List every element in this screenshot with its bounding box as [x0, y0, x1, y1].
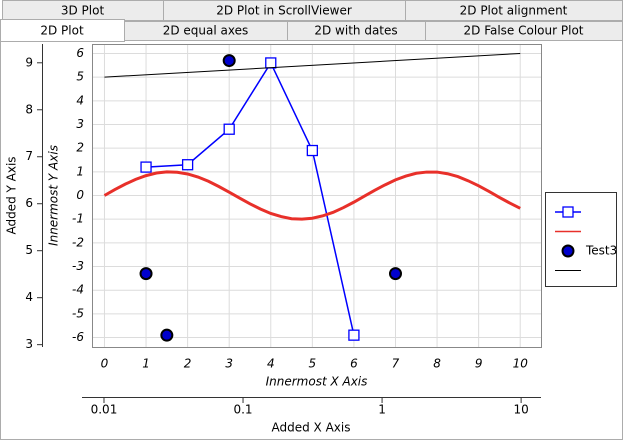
marker [139, 267, 153, 281]
added-y-tick-label: 4 [25, 290, 33, 304]
x-tick-label: 2 [184, 357, 192, 371]
tab-strip: 3D Plot 2D Plot in ScrollViewer 2D Plot al… [0, 0, 623, 42]
added-x-tick-label: 1 [378, 403, 386, 417]
y-tick-label: -3 [72, 259, 84, 273]
tab-label[interactable]: 2D with dates [314, 24, 397, 38]
x-tick-label: 0 [101, 357, 109, 371]
y-axis-title: Innermost Y Axis [47, 145, 61, 246]
legend-marker [561, 244, 575, 258]
y-tick-label: -6 [72, 330, 84, 344]
tab[interactable] [405, 0, 623, 21]
marker [222, 54, 236, 68]
y-tick-label: -1 [72, 212, 84, 226]
added-x-tick-label: 10 [513, 403, 528, 417]
legend-label: Test3 [585, 244, 617, 258]
marker [181, 159, 194, 171]
y-tick-label: 1 [76, 164, 84, 178]
y-tick-label: 4 [76, 93, 84, 107]
x-axis-title: Innermost X Axis [266, 375, 368, 389]
tab-label[interactable]: 2D Plot alignment [460, 4, 568, 18]
y-tick-label: -2 [72, 235, 84, 249]
marker [265, 57, 277, 69]
added-x-tick-label: 0.1 [233, 403, 252, 417]
marker [223, 123, 235, 135]
plot: 0 1 2 3 4 5 6 7 8 9 10 -6 -5 -4 -3 -2 -1 0 1 2 3 4 5 6 Innermost… [5, 44, 617, 435]
x-tick-label: 8 [433, 357, 441, 371]
added-y-tick-label: 8 [25, 102, 33, 116]
added-x-tick-label: 0.01 [91, 403, 118, 417]
x-tick-label: 5 [309, 357, 317, 371]
y-tick-label: 6 [76, 46, 84, 60]
tab-label[interactable]: 2D Plot in ScrollViewer [216, 4, 352, 18]
added-y-tick-label: 6 [25, 196, 33, 210]
y-tick-label: -4 [72, 283, 84, 297]
added-y-tick-label: 7 [25, 149, 33, 163]
tab-label[interactable]: 2D False Colour Plot [464, 24, 584, 38]
marker [348, 329, 360, 341]
series-line [146, 61, 355, 336]
series-line [104, 52, 521, 78]
marker [160, 328, 174, 342]
series-line [103, 170, 521, 221]
marker [388, 267, 402, 281]
legend-box [545, 192, 617, 287]
tab-label[interactable]: 2D Plot [40, 24, 84, 38]
y-tick-label: 0 [76, 188, 84, 202]
added-y-tick-label: 9 [25, 55, 33, 69]
marker [140, 161, 152, 173]
marker [306, 144, 318, 157]
y-tick-label: 2 [76, 141, 84, 155]
tab-label[interactable]: 3D Plot [61, 4, 105, 18]
y-tick-label: 3 [76, 117, 84, 131]
x-tick-label: 4 [267, 357, 275, 371]
added-x-axis-title: Added X Axis [272, 421, 351, 435]
added-y-tick-label: 3 [25, 337, 33, 351]
x-tick-label: 9 [475, 357, 483, 371]
y-tick-label: 5 [76, 70, 84, 84]
tab-label[interactable]: 2D equal axes [163, 24, 249, 38]
x-tick-label: 6 [350, 357, 358, 371]
added-y-tick-label: 5 [25, 243, 33, 257]
x-tick-label: 10 [513, 357, 529, 371]
x-tick-label: 3 [225, 357, 233, 371]
x-tick-label: 1 [142, 357, 150, 371]
tab[interactable] [425, 21, 623, 41]
y-tick-label: -5 [72, 306, 84, 320]
legend-marker [562, 206, 574, 218]
added-y-axis-title: Added Y Axis [5, 156, 19, 234]
x-tick-label: 7 [392, 357, 400, 371]
